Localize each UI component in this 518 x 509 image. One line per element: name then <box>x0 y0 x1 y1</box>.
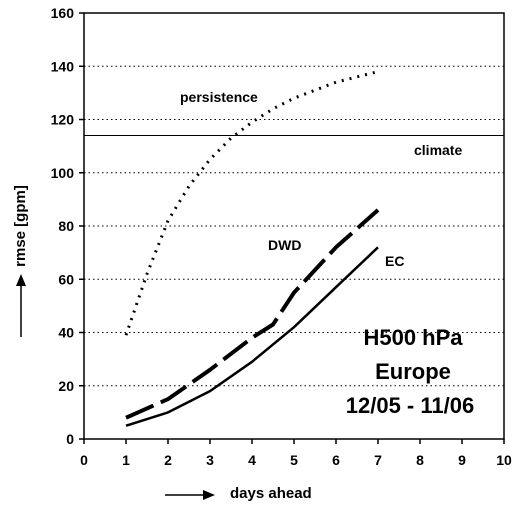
x-axis-title: days ahead <box>230 485 312 502</box>
x-tick-label-1: 1 <box>122 452 130 468</box>
y-axis-arrow-icon <box>16 274 26 337</box>
x-tick-label-6: 6 <box>332 452 340 468</box>
y-tick-label-5: 100 <box>51 165 75 181</box>
y-tick-label-2: 40 <box>58 325 74 341</box>
y-tick-label-1: 20 <box>58 378 74 394</box>
series-line-persistence <box>124 70 379 336</box>
x-tick-label-8: 8 <box>416 452 424 468</box>
x-tick-label-10: 10 <box>496 452 512 468</box>
x-tick-label-2: 2 <box>164 452 172 468</box>
series-line-dwd <box>125 208 380 420</box>
y-axis-title: rmse [gpm] <box>12 185 29 267</box>
x-tick-label-5: 5 <box>290 452 298 468</box>
label-ec: EC <box>385 253 404 269</box>
label-climate: climate <box>414 142 462 158</box>
annotation-line-3: 12/05 - 11/06 <box>346 393 474 418</box>
x-tick-label-3: 3 <box>206 452 214 468</box>
axis-ticks: 0 20 40 60 80 100 120 140 160 0 1 2 3 4 5 6 7 8 9 10 <box>51 5 512 468</box>
y-tick-label-4: 80 <box>58 218 74 234</box>
y-axis-title-group: rmse [gpm] <box>12 185 29 267</box>
annotation-line-1: H500 hPa <box>363 325 463 350</box>
y-tick-label-0: 0 <box>66 431 74 447</box>
y-tick-label-6: 120 <box>51 112 75 128</box>
x-tick-label-0: 0 <box>80 452 88 468</box>
x-axis-arrow-icon <box>165 490 215 500</box>
label-persistence: persistence <box>180 89 258 105</box>
annotation-line-2: Europe <box>375 359 451 384</box>
series-line-ec <box>125 246 379 427</box>
y-tick-label-7: 140 <box>51 58 75 74</box>
label-dwd: DWD <box>268 237 301 253</box>
y-tick-label-3: 60 <box>58 271 74 287</box>
x-tick-label-7: 7 <box>374 452 382 468</box>
series-lines <box>84 70 504 427</box>
x-tick-label-4: 4 <box>248 452 256 468</box>
x-tick-label-9: 9 <box>458 452 466 468</box>
y-tick-label-8: 160 <box>51 5 75 21</box>
